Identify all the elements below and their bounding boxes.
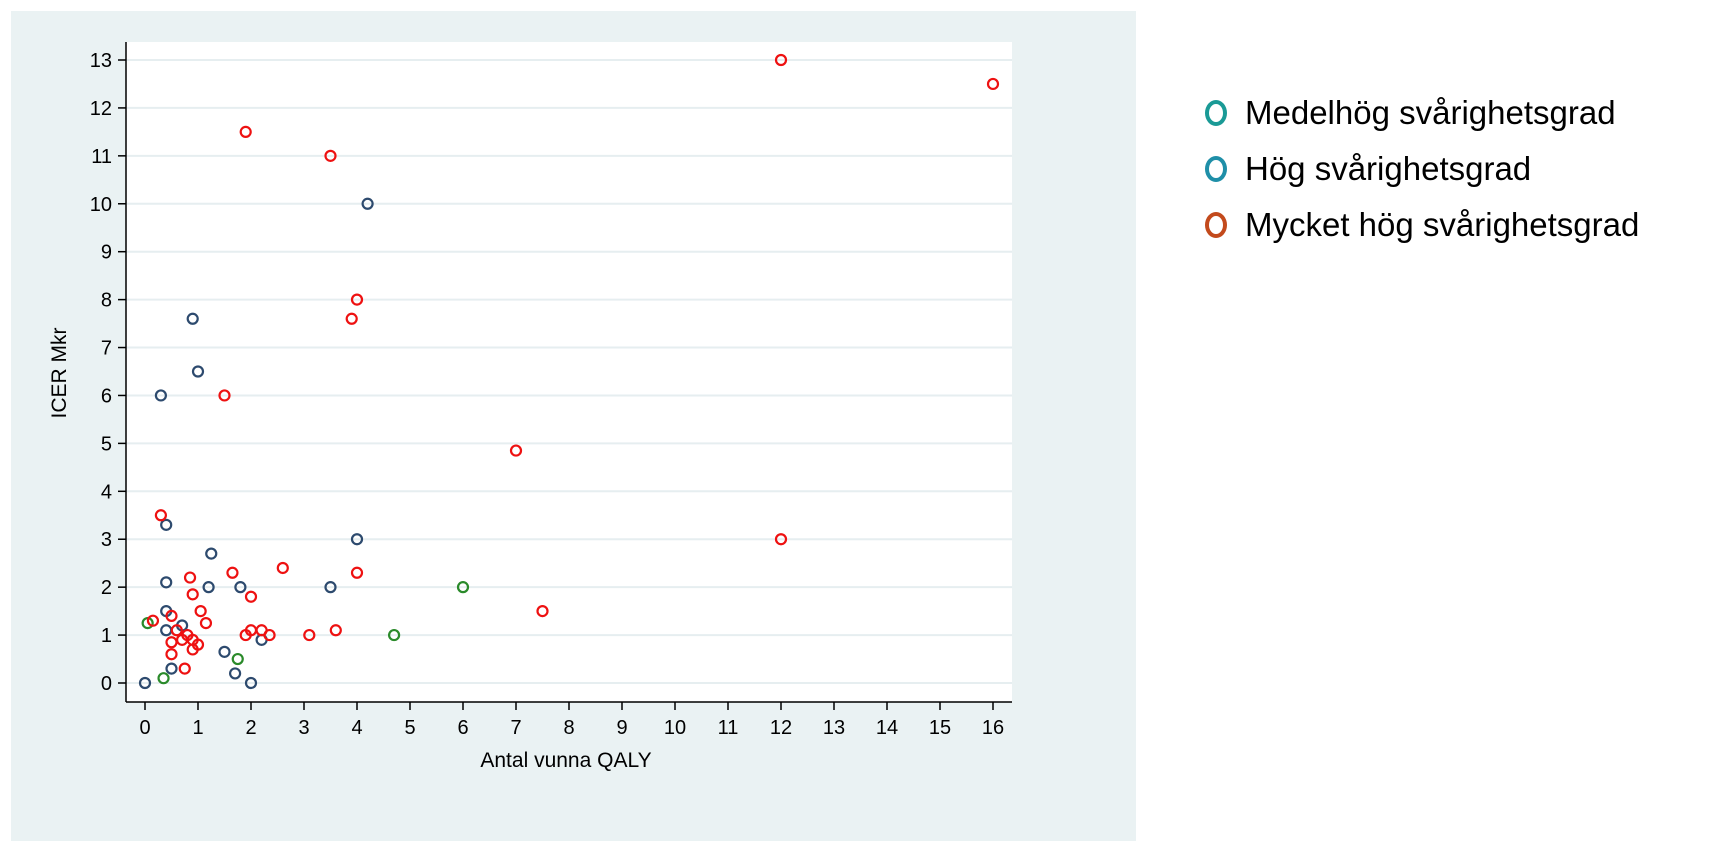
data-point — [226, 566, 239, 579]
x-tick-label: 6 — [457, 717, 468, 739]
legend-label: Mycket hög svårighetsgrad — [1245, 206, 1640, 243]
data-point — [146, 614, 160, 627]
data-point — [509, 444, 523, 457]
y-tick-label: 2 — [101, 577, 112, 599]
legend-label: Hög svårighetsgrad — [1245, 150, 1532, 187]
data-point — [154, 389, 167, 402]
data-point — [774, 53, 788, 67]
data-point — [160, 518, 173, 531]
y-tick-label: 13 — [90, 50, 112, 72]
legend: Medelhög svårighetsgrad Hög svårighetsgr… — [1205, 85, 1639, 253]
data-point — [229, 667, 242, 680]
x-tick-label: 16 — [982, 717, 1004, 739]
x-tick-label: 15 — [929, 717, 951, 739]
data-point — [350, 533, 364, 546]
y-tick-label: 1 — [101, 625, 112, 647]
data-point — [186, 588, 199, 601]
legend-marker-circle-icon — [1205, 212, 1227, 238]
legend-item-hog: Hög svårighetsgrad — [1205, 141, 1639, 197]
y-tick-label: 6 — [101, 385, 112, 407]
data-point — [263, 628, 276, 642]
data-point — [986, 77, 1000, 91]
x-tick-label: 0 — [139, 717, 150, 739]
data-point — [324, 149, 337, 162]
x-tick-label: 1 — [192, 717, 203, 739]
data-point — [178, 662, 191, 675]
y-axis-title: ICER Mkr — [48, 328, 71, 419]
axes — [118, 42, 1012, 710]
data-point — [324, 581, 337, 594]
plot-area — [126, 42, 1012, 702]
legend-marker-circle-icon — [1205, 100, 1227, 126]
x-axis-title: Antal vunna QALY — [480, 749, 651, 772]
x-tick-label: 5 — [404, 717, 415, 739]
data-point — [205, 547, 218, 560]
data-point — [138, 676, 152, 690]
data-point — [218, 389, 231, 402]
data-point — [191, 638, 205, 651]
x-tick-label: 8 — [563, 717, 574, 739]
x-tick-label: 2 — [245, 717, 256, 739]
data-point — [303, 628, 316, 642]
legend-marker-circle-icon — [1205, 156, 1227, 182]
legend-label: Medelhög svårighetsgrad — [1245, 94, 1616, 131]
data-point — [244, 590, 258, 603]
y-tick-label: 10 — [90, 194, 112, 216]
y-tick-label: 9 — [101, 242, 112, 264]
x-tick-label: 7 — [510, 717, 521, 739]
data-point — [154, 509, 167, 522]
data-point — [157, 672, 170, 685]
x-tick-label: 14 — [876, 717, 898, 739]
data-point — [239, 125, 252, 138]
data-point — [350, 293, 364, 306]
x-tick-label: 12 — [770, 717, 792, 739]
data-point — [199, 616, 213, 630]
data-point — [218, 645, 231, 658]
data-point — [536, 605, 549, 618]
y-tick-label: 0 — [101, 673, 112, 695]
data-point — [170, 624, 183, 637]
data-point — [202, 581, 215, 594]
x-tick-label: 4 — [351, 717, 362, 739]
legend-item-mycket-hog: Mycket hög svårighetsgrad — [1205, 197, 1639, 253]
data-point — [388, 628, 401, 642]
x-tick-label: 13 — [823, 717, 845, 739]
data-point — [231, 652, 244, 666]
y-tick-label: 11 — [91, 146, 112, 168]
x-tick-label: 10 — [664, 717, 686, 739]
data-point — [774, 533, 788, 546]
y-tick-label: 5 — [101, 433, 112, 455]
legend-item-medelhog: Medelhög svårighetsgrad — [1205, 85, 1639, 141]
x-tick-label: 3 — [298, 717, 309, 739]
x-tick-label: 11 — [718, 717, 739, 739]
data-point — [456, 581, 470, 594]
x-tick-label: 9 — [616, 717, 627, 739]
data-point — [191, 365, 205, 378]
data-point — [183, 571, 197, 584]
data-point — [165, 609, 178, 623]
data-point — [160, 576, 173, 589]
data-points — [138, 53, 1000, 690]
grid-lines — [126, 59, 1012, 684]
y-tick-label: 7 — [101, 338, 112, 360]
data-point — [276, 561, 289, 575]
data-point — [244, 676, 258, 690]
data-point — [234, 581, 247, 594]
data-point — [194, 605, 207, 618]
y-tick-label: 4 — [101, 481, 112, 503]
y-tick-label: 12 — [90, 98, 112, 120]
data-point — [165, 648, 178, 661]
data-point — [165, 662, 178, 675]
data-point — [361, 197, 374, 210]
y-tick-label: 8 — [101, 290, 112, 312]
data-point — [186, 312, 199, 325]
data-point — [350, 566, 364, 579]
data-point — [345, 312, 358, 325]
data-point — [329, 624, 342, 637]
chart-panel: 0 1 2 3 4 5 6 7 8 9 10 11 12 13 0 1 2 3 4 5 6 7 8 9 10 11 12 13 14 15… — [11, 11, 1136, 841]
y-tick-label: 3 — [101, 529, 112, 551]
